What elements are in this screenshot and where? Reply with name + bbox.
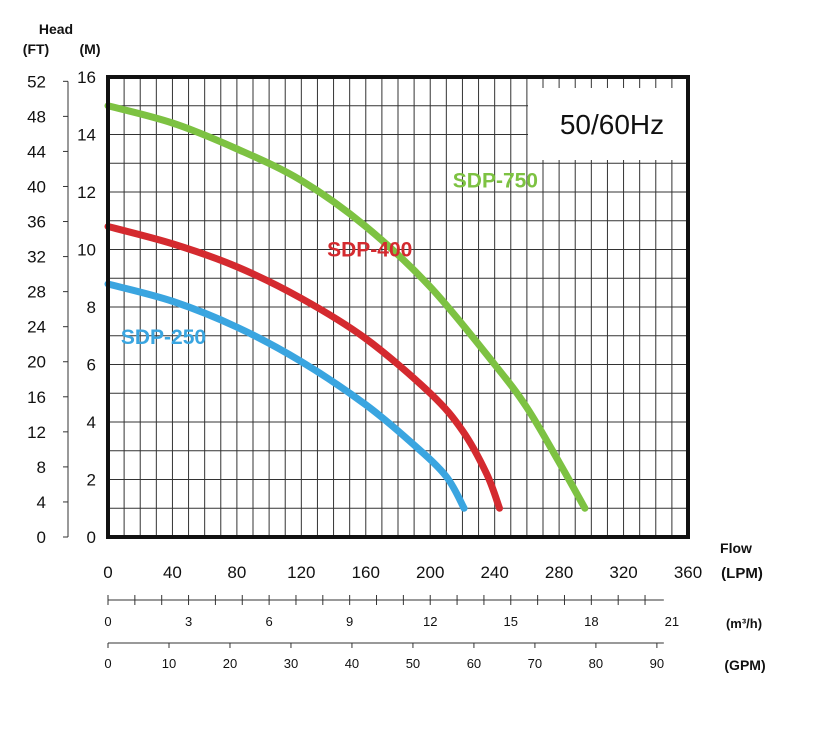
- series-line-sdp-250: [104, 280, 468, 512]
- x-tick-label-gpm: 50: [406, 656, 420, 671]
- x-tick-label-lpm: 120: [287, 563, 315, 582]
- y-tick-label-m: 2: [87, 471, 96, 490]
- y-tick-label-ft: 36: [27, 213, 46, 232]
- x-tick-label-lpm: 280: [545, 563, 573, 582]
- y-tick-label-ft: 8: [37, 458, 46, 477]
- y-tick-label-m: 4: [87, 413, 96, 432]
- x-tick-label-lpm: 160: [352, 563, 380, 582]
- y-tick-label-ft: 20: [27, 353, 46, 372]
- x-tick-label-gpm: 20: [223, 656, 237, 671]
- x-axis-unit-lpm: (LPM): [721, 565, 763, 582]
- y-tick-label-ft: 12: [27, 423, 46, 442]
- x-tick-label-m3h: 0: [104, 614, 111, 629]
- series-line-sdp-750: [104, 102, 589, 512]
- y-tick-label-m: 8: [87, 298, 96, 317]
- x-tick-label-gpm: 30: [284, 656, 298, 671]
- x-tick-label-gpm: 0: [104, 656, 111, 671]
- y-tick-label-m: 14: [77, 126, 96, 145]
- y-axis-title-head: Head: [39, 21, 73, 37]
- x-tick-label-gpm: 70: [528, 656, 542, 671]
- y-tick-label-ft: 24: [27, 318, 46, 337]
- x-tick-label-lpm: 40: [163, 563, 182, 582]
- x-tick-label-gpm: 80: [589, 656, 603, 671]
- x-tick-label-m3h: 3: [185, 614, 192, 629]
- y-tick-label-ft: 40: [27, 177, 46, 196]
- x-tick-label-lpm: 360: [674, 563, 702, 582]
- x-tick-label-gpm: 90: [650, 656, 664, 671]
- x-tick-label-lpm: 80: [227, 563, 246, 582]
- x-tick-label-m3h: 9: [346, 614, 353, 629]
- y-tick-label-ft: 0: [37, 528, 46, 547]
- y-axis-m-ticks: 0 2 4 6 8 10 12 14 16: [77, 68, 96, 547]
- x-tick-label-m3h: 6: [265, 614, 272, 629]
- y-tick-label-m: 16: [77, 68, 96, 87]
- x-axis-m3h-scale: 0 3 6 9 12 15 18 21: [104, 595, 679, 629]
- x-axis-title-flow: Flow: [720, 540, 752, 556]
- frequency-badge: 50/60Hz: [560, 109, 664, 140]
- series-lines: [104, 102, 589, 512]
- x-tick-label-m3h: 15: [504, 614, 518, 629]
- x-tick-label-m3h: 18: [584, 614, 598, 629]
- x-axis-gpm-scale: 0 10 20 30 40 50 60 70 80 90: [104, 642, 664, 671]
- x-tick-label-gpm: 40: [345, 656, 359, 671]
- y-tick-label-ft: 4: [37, 493, 46, 512]
- x-tick-label-lpm: 320: [609, 563, 637, 582]
- x-tick-label-m3h: 12: [423, 614, 437, 629]
- y-tick-label-m: 6: [87, 356, 96, 375]
- x-tick-label-gpm: 60: [467, 656, 481, 671]
- series-label-sdp-750: SDP-750: [453, 170, 538, 193]
- series-labels: SDP-750 SDP-400 SDP-250: [121, 170, 538, 350]
- y-axis-unit-m: (M): [80, 41, 101, 57]
- series-label-sdp-250: SDP-250: [121, 326, 206, 349]
- x-axis-lpm-ticks: 0 40 80 120 160 200 240 280 320 360: [103, 563, 702, 582]
- series-label-sdp-400: SDP-400: [327, 239, 412, 262]
- x-tick-label-gpm: 10: [162, 656, 176, 671]
- y-tick-label-ft: 52: [27, 72, 46, 91]
- y-tick-label-ft: 44: [27, 142, 46, 161]
- y-tick-label-ft: 48: [27, 107, 46, 126]
- x-tick-label-m3h: 21: [665, 614, 679, 629]
- y-tick-label-m: 0: [87, 528, 96, 547]
- y-tick-label-ft: 32: [27, 248, 46, 267]
- x-tick-label-lpm: 200: [416, 563, 444, 582]
- y-tick-label-ft: 28: [27, 283, 46, 302]
- y-axis-unit-ft: (FT): [23, 41, 49, 57]
- y-tick-label-m: 12: [77, 183, 96, 202]
- x-axis-unit-gpm: (GPM): [724, 657, 765, 673]
- x-tick-label-lpm: 240: [480, 563, 508, 582]
- frequency-badge-box: [528, 88, 688, 160]
- y-tick-label-m: 10: [77, 241, 96, 260]
- x-axis-unit-m3h: (m³/h): [726, 616, 762, 631]
- series-line-sdp-400: [104, 223, 503, 512]
- plot-frame: [106, 75, 690, 539]
- y-tick-label-ft: 16: [27, 388, 46, 407]
- x-tick-label-lpm: 0: [103, 563, 112, 582]
